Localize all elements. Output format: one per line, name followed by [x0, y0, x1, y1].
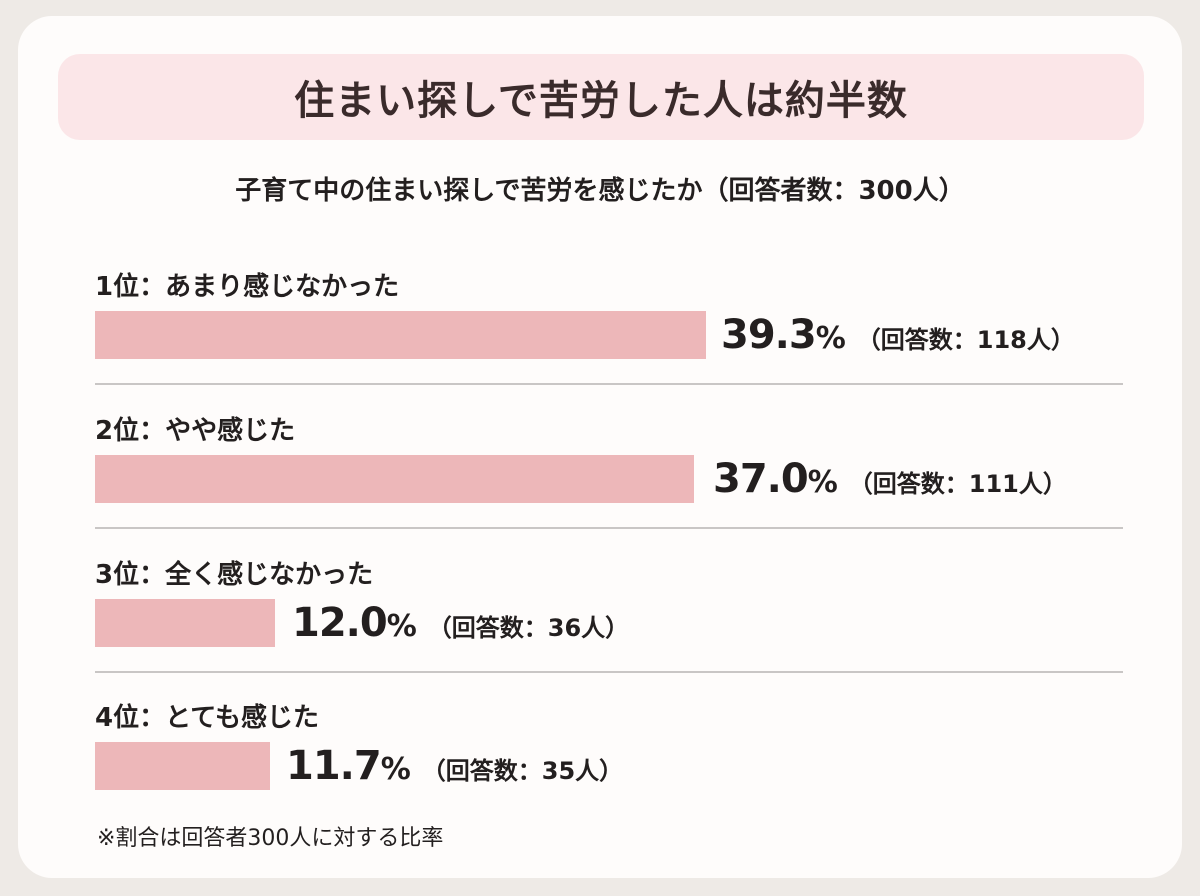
bar	[95, 311, 706, 359]
row-divider	[95, 383, 1123, 385]
bar	[95, 742, 270, 790]
response-count: （回答数：118人）	[856, 326, 1075, 354]
value-group: 39.3% （回答数：118人）	[717, 311, 1075, 365]
bar	[95, 599, 275, 647]
row-divider	[95, 671, 1123, 673]
response-count: （回答数：111人）	[848, 470, 1067, 498]
page-title: 住まい探しで苦労した人は約半数	[294, 78, 908, 124]
infographic-card	[18, 16, 1182, 878]
rank-label: 1位：あまり感じなかった	[95, 272, 400, 302]
percentage-value: 12.0%	[288, 599, 420, 653]
value-group: 12.0% （回答数：36人）	[288, 599, 630, 653]
percentage-value: 39.3%	[717, 311, 849, 365]
response-count: （回答数：36人）	[427, 614, 630, 642]
row-divider	[95, 527, 1123, 529]
percentage-value: 11.7%	[282, 742, 414, 796]
rank-label: 4位：とても感じた	[95, 703, 320, 733]
rank-label: 2位：やや感じた	[95, 416, 296, 446]
rank-label: 3位：全く感じなかった	[95, 560, 374, 590]
value-group: 11.7% （回答数：35人）	[282, 742, 624, 796]
chart-subtitle: 子育て中の住まい探しで苦労を感じたか（回答者数：300人）	[235, 176, 965, 206]
value-group: 37.0% （回答数：111人）	[709, 455, 1067, 509]
title-banner: 住まい探しで苦労した人は約半数	[58, 54, 1144, 140]
footnote: ※割合は回答者300人に対する比率	[97, 826, 444, 851]
bar	[95, 455, 694, 503]
percentage-value: 37.0%	[709, 455, 841, 509]
response-count: （回答数：35人）	[421, 757, 624, 785]
